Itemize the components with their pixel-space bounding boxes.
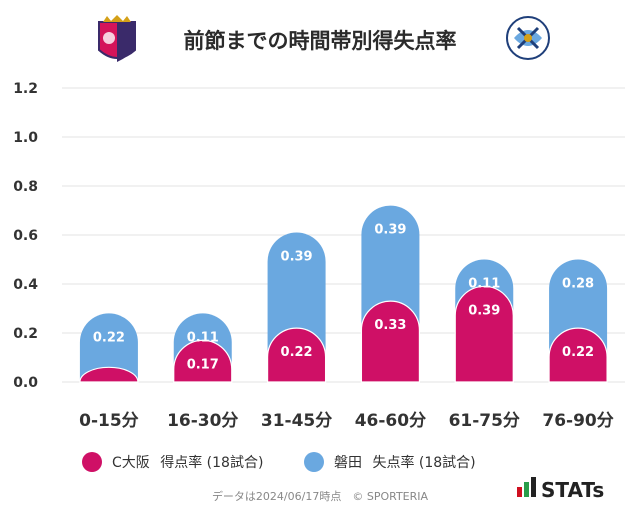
y-tick-label: 0.6 <box>13 228 38 244</box>
bars: 0.22 0.11 0.17 0.39 0.22 0.39 0.33 0.11 0.39 0.28… <box>79 205 608 383</box>
y-axis: 0.0 0.2 0.4 0.6 0.8 1.0 1.2 <box>13 81 38 391</box>
x-tick-label: 61-75分 <box>449 411 520 431</box>
legend-swatch-cerezo <box>82 452 102 472</box>
legend-swatch-iwata <box>304 452 324 472</box>
bar-cerezo[interactable] <box>173 339 233 383</box>
bar-iwata[interactable] <box>79 313 138 382</box>
grid-lines <box>62 87 625 383</box>
legend-team-cerezo: C大阪 <box>112 455 150 471</box>
chart-title: 前節までの時間帯別得失点率 <box>184 29 457 53</box>
bar-label-cerezo: 0.33 <box>374 318 406 333</box>
legend-label-iwata: 失点率 (18試合) <box>372 454 475 471</box>
x-tick-label: 31-45分 <box>261 411 332 431</box>
stats-logo-text: STATs <box>541 478 604 502</box>
bar-label-iwata: 0.28 <box>562 277 594 292</box>
bar-cerezo[interactable] <box>360 300 421 383</box>
bar-cerezo[interactable] <box>266 327 327 383</box>
legend-label-cerezo: 得点率 (18試合) <box>160 454 263 471</box>
y-tick-label: 0.8 <box>13 179 38 195</box>
stats-logo-bar-dark <box>531 477 536 497</box>
y-tick-label: 0.2 <box>13 326 38 342</box>
bar-label-iwata: 0.11 <box>468 277 500 292</box>
x-tick-label: 46-60分 <box>355 411 426 431</box>
legend-item-cerezo[interactable]: C大阪 得点率 (18試合) <box>82 452 263 472</box>
bar-label-iwata: 0.39 <box>374 223 406 238</box>
bar-cerezo[interactable] <box>548 327 608 383</box>
y-tick-label: 0.4 <box>13 277 38 293</box>
bar-label-cerezo: 0.39 <box>468 303 500 318</box>
x-axis: 0-15分 16-30分 31-45分 46-60分 61-75分 76-90分 <box>79 411 614 431</box>
x-tick-label: 76-90分 <box>542 411 613 431</box>
svg-text:磐田 失点率 (18試合): 磐田 失点率 (18試合) <box>334 454 476 471</box>
bar-label-cerezo: 0.22 <box>562 345 594 360</box>
bar-label-cerezo: 0.22 <box>281 345 313 360</box>
bar-label-iwata: 0.22 <box>93 330 125 345</box>
footer-text: データは2024/06/17時点 © SPORTERIA <box>212 489 429 503</box>
bar-label-iwata: 0.39 <box>281 250 313 265</box>
x-tick-label: 16-30分 <box>167 411 238 431</box>
stats-logo-bar-green <box>524 482 529 497</box>
stats-logo-bar-red <box>517 487 522 497</box>
bar-label-iwata: 0.11 <box>187 330 219 345</box>
legend-team-iwata: 磐田 <box>334 455 362 471</box>
legend: C大阪 得点率 (18試合) 磐田 失点率 (18試合) <box>82 452 476 472</box>
svg-text:C大阪 得点率 (18試合): C大阪 得点率 (18試合) <box>112 454 263 471</box>
cerezo-osaka-crest-icon <box>98 15 136 62</box>
header: 前節までの時間帯別得失点率 <box>98 15 550 62</box>
legend-item-iwata[interactable]: 磐田 失点率 (18試合) <box>304 452 476 472</box>
x-tick-label: 0-15分 <box>79 411 139 431</box>
bar-cerezo[interactable] <box>454 285 514 383</box>
bar-cerezo[interactable] <box>79 366 139 383</box>
bar-label-cerezo: 0.17 <box>187 357 219 372</box>
y-tick-label: 1.0 <box>13 130 38 146</box>
jubilo-iwata-crest-icon <box>506 16 550 60</box>
y-tick-label: 1.2 <box>13 81 38 97</box>
stats-logo: STATs <box>517 477 604 502</box>
y-tick-label: 0.0 <box>13 375 38 391</box>
